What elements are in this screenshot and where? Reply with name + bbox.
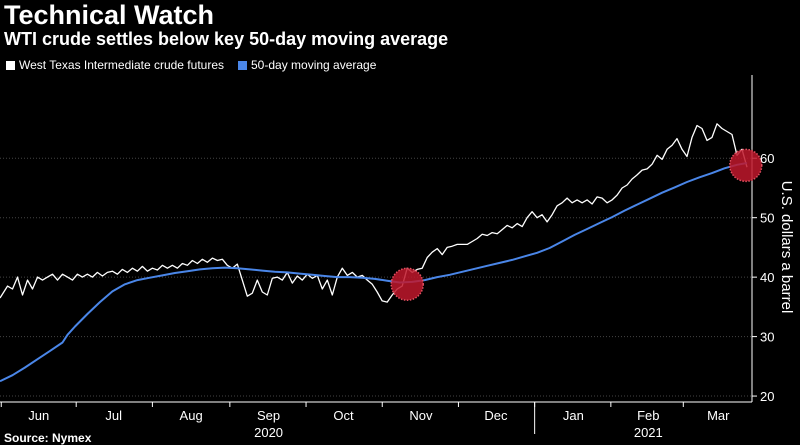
highlights [390,148,763,302]
tick-labels: 20 30 40 50 60 Jun Jul Aug Sep Oct Nov Dec Jan Feb Mar… [28,151,774,440]
source-note: Source: Nymex [4,431,92,445]
chart-title: Technical Watch [4,0,215,30]
series-lines [0,123,748,383]
highlight-crossover-nov [390,267,424,302]
y-tick-label-50: 50 [760,211,774,226]
x-tick-label-jul: Jul [105,408,122,423]
legend-label-wti: West Texas Intermediate crude futures [19,58,224,72]
x-tick-label-jun: Jun [28,408,49,423]
chart-subtitle: WTI crude settles below key 50-day movin… [4,29,449,49]
legend-label-ma: 50-day moving average [251,58,377,72]
series-line-wti [0,123,748,303]
year-label-2021: 2021 [634,425,663,440]
year-label-2020: 2020 [254,425,283,440]
y-tick-label-20: 20 [760,389,774,404]
series-line-ma [0,162,748,383]
x-tick-label-mar: Mar [707,408,730,423]
axes [0,75,757,434]
y-tick-label-30: 30 [760,330,774,345]
legend: West Texas Intermediate crude futures 50… [6,58,390,72]
highlight-cross-below-mar [729,148,763,183]
y-axis-title: U.S. dollars a barrel [778,181,795,314]
legend-item-wti: West Texas Intermediate crude futures [6,58,224,72]
y-tick-label-60: 60 [760,151,774,166]
legend-swatch-ma [238,60,247,70]
x-tick-label-nov: Nov [409,408,433,423]
x-tick-label-aug: Aug [180,408,203,423]
x-tick-label-jan: Jan [563,408,584,423]
grid-lines [0,157,752,397]
x-tick-label-feb: Feb [637,408,659,423]
legend-item-ma: 50-day moving average [238,58,376,72]
legend-swatch-wti [6,60,15,70]
y-tick-label-40: 40 [760,270,774,285]
x-tick-label-oct: Oct [333,408,354,423]
x-tick-label-dec: Dec [484,408,508,423]
x-tick-label-sep: Sep [257,408,280,423]
